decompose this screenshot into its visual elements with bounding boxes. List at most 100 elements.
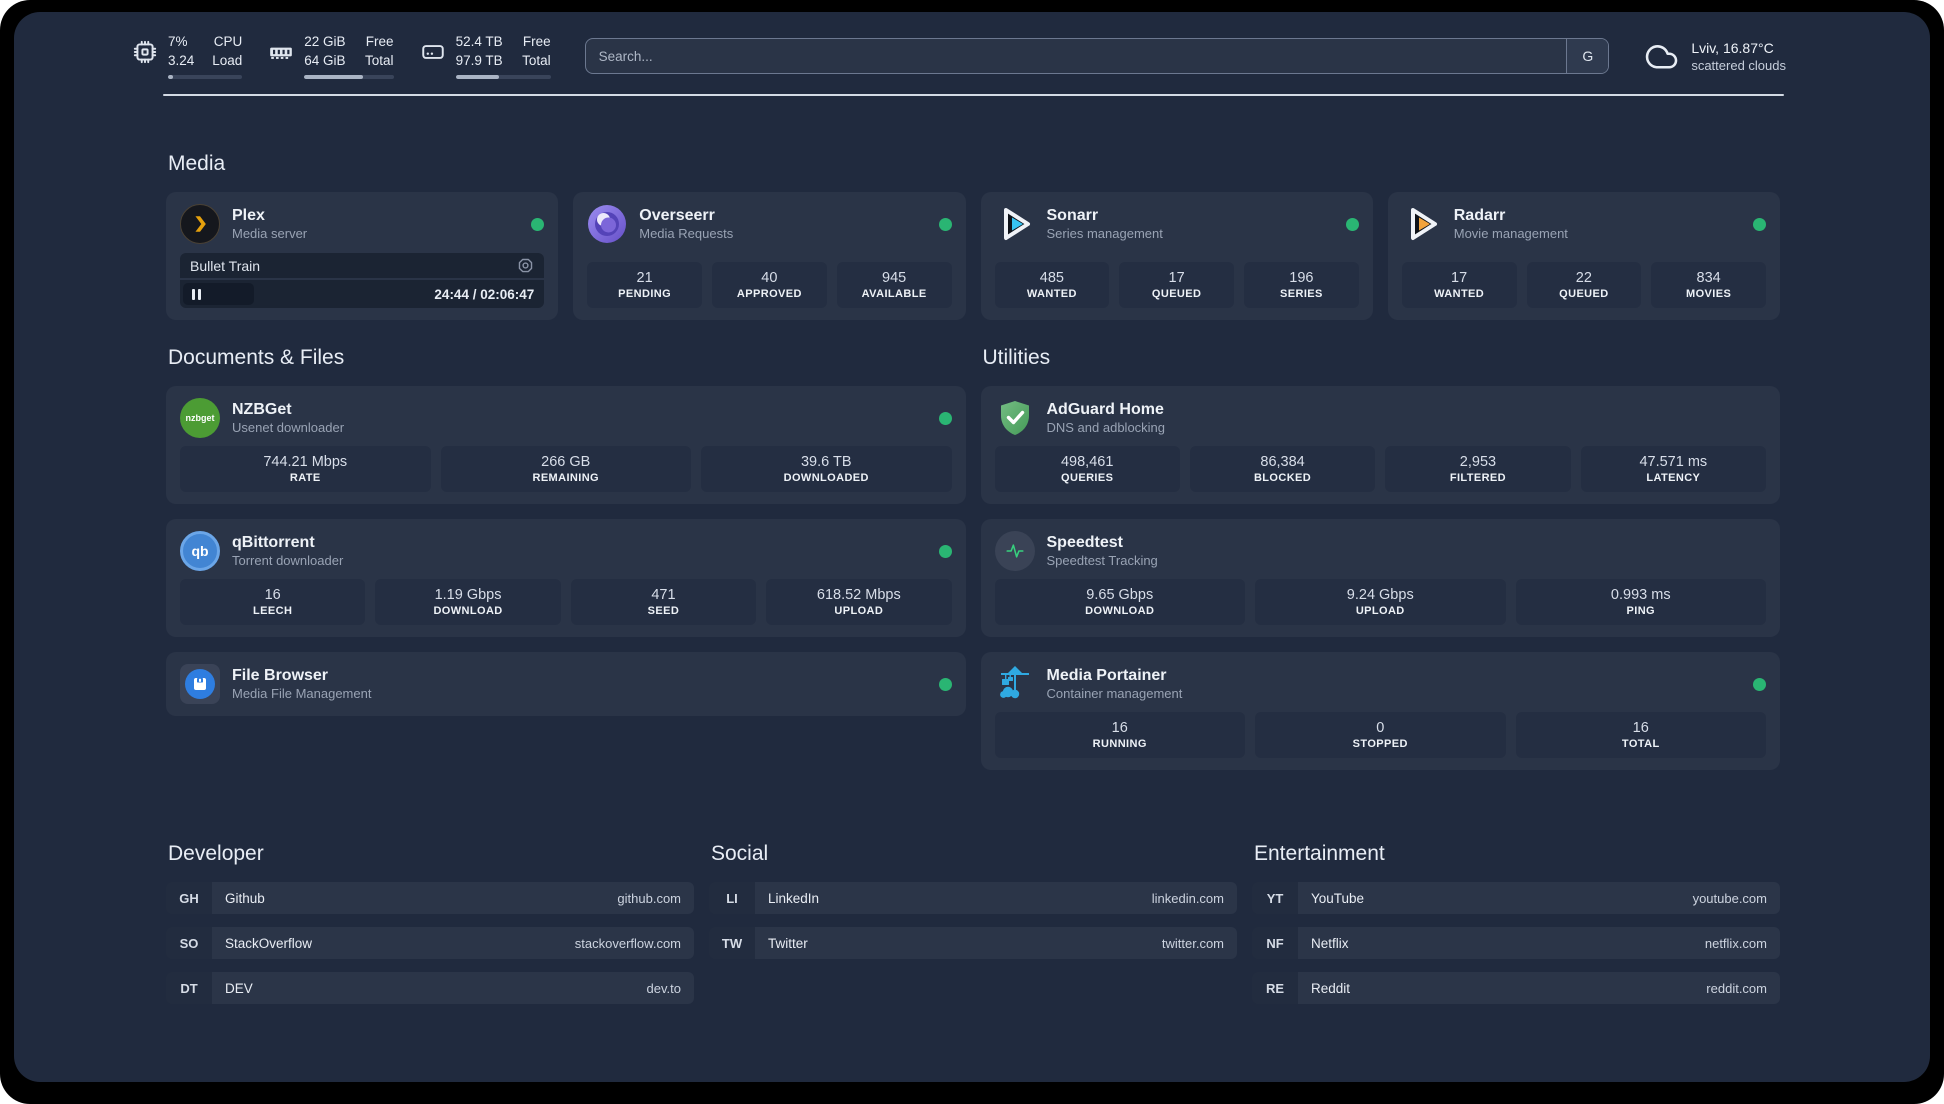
weather-condition: scattered clouds bbox=[1691, 57, 1786, 73]
ram-icon bbox=[270, 47, 293, 59]
app-name: Radarr bbox=[1453, 206, 1506, 224]
stat-tile: 2,953 FILTERED bbox=[1385, 446, 1571, 492]
stats-row: 485 WANTED 17 QUEUED 196 SERIES bbox=[994, 262, 1359, 308]
media-grid: Plex Media server Bullet Train bbox=[166, 192, 1780, 320]
plex-icon bbox=[180, 204, 220, 244]
section-title-developer: Developer bbox=[168, 842, 264, 865]
entertainment-links: Entertainment YT YouTube youtube.com NF … bbox=[1252, 842, 1780, 1017]
app-card-qbittorrent[interactable]: qb qBittorrent Torrent downloader 16 bbox=[166, 519, 966, 637]
app-name: AdGuard Home bbox=[1046, 400, 1164, 418]
ram-progress bbox=[304, 75, 394, 80]
link-dev-to[interactable]: DT DEV dev.to bbox=[166, 972, 694, 1004]
plex-now-playing: Bullet Train 24:44 / 02:06:47 bbox=[180, 253, 545, 308]
status-dot bbox=[1753, 217, 1766, 231]
playback-progress-bar[interactable]: 24:44 / 02:06:47 bbox=[180, 280, 545, 308]
app-desc: Container management bbox=[1046, 685, 1183, 701]
stat-tile: 21 PENDING bbox=[587, 262, 702, 308]
stat-tile: 17 WANTED bbox=[1401, 262, 1517, 308]
stat-tile: 47.571 ms LATENCY bbox=[1580, 446, 1766, 492]
now-playing-title: Bullet Train bbox=[190, 257, 261, 274]
stats-row: 17 WANTED 22 QUEUED 834 MOVIES bbox=[1401, 262, 1766, 308]
search-input[interactable] bbox=[585, 39, 1567, 73]
stat-tile: 498,461 QUERIES bbox=[994, 446, 1180, 492]
app-desc: Media Requests bbox=[639, 225, 734, 241]
nzbget-icon: nzbget bbox=[180, 398, 220, 438]
stat-tile: 22 QUEUED bbox=[1526, 262, 1642, 308]
app-card-nzbget[interactable]: nzbget NZBGet Usenet downloader 744.21 M… bbox=[166, 386, 966, 504]
stats-row: 16 RUNNING 0 STOPPED 16 TOTAL bbox=[994, 712, 1766, 758]
stat-tile: 196 SERIES bbox=[1244, 262, 1359, 308]
stat-tile: 0 STOPPED bbox=[1255, 712, 1506, 758]
stats-row: 21 PENDING 40 APPROVED 945 AVAILABLE bbox=[587, 262, 952, 308]
app-name: NZBGet bbox=[232, 400, 292, 418]
status-dot bbox=[938, 677, 952, 691]
app-desc: Usenet downloader bbox=[232, 419, 345, 435]
status-dot bbox=[938, 217, 952, 231]
ram-labels: Free Total bbox=[365, 33, 394, 68]
dashboard: 7% 3.24 CPU Load bbox=[14, 12, 1930, 1082]
qbittorrent-icon: qb bbox=[180, 531, 220, 571]
link-stackoverflow[interactable]: SO StackOverflow stackoverflow.com bbox=[166, 927, 694, 959]
stat-tile: 16 RUNNING bbox=[994, 712, 1245, 758]
app-desc: Torrent downloader bbox=[232, 552, 344, 568]
app-card-portainer[interactable]: Media Portainer Container management 16 … bbox=[980, 652, 1780, 770]
weather-widget: Lviv, 16.87°C scattered clouds bbox=[1643, 38, 1786, 74]
app-name: Sonarr bbox=[1046, 206, 1099, 224]
stat-tile: 618.52 Mbps UPLOAD bbox=[766, 579, 952, 625]
app-card-speedtest[interactable]: Speedtest Speedtest Tracking 9.65 Gbps D… bbox=[980, 519, 1780, 637]
status-dot bbox=[1753, 677, 1766, 691]
stat-tile: 16 TOTAL bbox=[1515, 712, 1766, 758]
portainer-icon bbox=[995, 664, 1035, 704]
social-links: Social LI LinkedIn linkedin.com TW Twitt… bbox=[709, 842, 1237, 972]
section-title-media: Media bbox=[168, 152, 226, 175]
app-name: Plex bbox=[232, 206, 265, 224]
app-card-overseerr[interactable]: Overseerr Media Requests 21 PENDING 40 A… bbox=[573, 192, 966, 320]
section-title-entertainment: Entertainment bbox=[1254, 842, 1385, 865]
app-name: Speedtest bbox=[1046, 533, 1123, 551]
app-desc: Series management bbox=[1046, 225, 1163, 241]
stat-tile: 945 AVAILABLE bbox=[836, 262, 952, 308]
developer-links: Developer GH Github github.com SO StackO… bbox=[166, 842, 694, 1017]
playback-time: 24:44 / 02:06:47 bbox=[434, 286, 535, 302]
app-card-adguard[interactable]: AdGuard Home DNS and adblocking 498,461 … bbox=[980, 386, 1780, 504]
app-card-filebrowser[interactable]: File Browser Media File Management bbox=[166, 652, 966, 716]
stat-tile: 9.65 Gbps DOWNLOAD bbox=[994, 579, 1245, 625]
header-divider bbox=[163, 94, 1784, 96]
link-youtube[interactable]: YT YouTube youtube.com bbox=[1252, 882, 1780, 914]
app-name: File Browser bbox=[232, 666, 329, 684]
stats-row: 744.21 Mbps RATE 266 GB REMAINING 39.6 T… bbox=[180, 446, 952, 492]
app-desc: Media File Management bbox=[232, 685, 372, 701]
app-card-plex[interactable]: Plex Media server Bullet Train bbox=[166, 192, 559, 320]
status-dot bbox=[531, 217, 545, 231]
app-card-radarr[interactable]: Radarr Movie management 17 WANTED 22 QUE… bbox=[1387, 192, 1780, 320]
stat-tile: 266 GB REMAINING bbox=[440, 446, 691, 492]
stat-tile: 834 MOVIES bbox=[1651, 262, 1766, 308]
app-name: Media Portainer bbox=[1046, 666, 1167, 684]
disk-values: 52.4 TB 97.9 TB bbox=[455, 33, 503, 68]
session-camera-icon[interactable] bbox=[517, 257, 534, 274]
link-github[interactable]: GH Github github.com bbox=[166, 882, 694, 914]
search-engine-button[interactable]: G bbox=[1566, 39, 1609, 73]
app-name: Overseerr bbox=[639, 206, 715, 224]
link-netflix[interactable]: NF Netflix netflix.com bbox=[1252, 927, 1780, 959]
disk-widget: 52.4 TB 97.9 TB Free Total bbox=[420, 33, 551, 80]
ram-values: 22 GiB 64 GiB bbox=[304, 33, 346, 68]
app-desc: Media server bbox=[232, 225, 308, 241]
disk-progress bbox=[455, 75, 551, 80]
link-reddit[interactable]: RE Reddit reddit.com bbox=[1252, 972, 1780, 1004]
sonarr-icon bbox=[995, 204, 1035, 244]
stat-tile: 744.21 Mbps RATE bbox=[180, 446, 431, 492]
pause-icon[interactable] bbox=[192, 288, 201, 300]
link-linkedin[interactable]: LI LinkedIn linkedin.com bbox=[709, 882, 1237, 914]
status-dot bbox=[1345, 217, 1359, 231]
stats-row: 16 LEECH 1.19 Gbps DOWNLOAD 471 SEED bbox=[180, 579, 952, 625]
cpu-labels: CPU Load bbox=[212, 33, 243, 68]
link-twitter[interactable]: TW Twitter twitter.com bbox=[709, 927, 1237, 959]
app-desc: Movie management bbox=[1453, 225, 1568, 241]
status-dot bbox=[938, 411, 952, 425]
app-card-sonarr[interactable]: Sonarr Series management 485 WANTED 17 Q… bbox=[980, 192, 1373, 320]
filebrowser-icon bbox=[180, 664, 220, 704]
system-widgets: 7% 3.24 CPU Load bbox=[132, 33, 551, 80]
app-desc: Speedtest Tracking bbox=[1046, 552, 1158, 568]
